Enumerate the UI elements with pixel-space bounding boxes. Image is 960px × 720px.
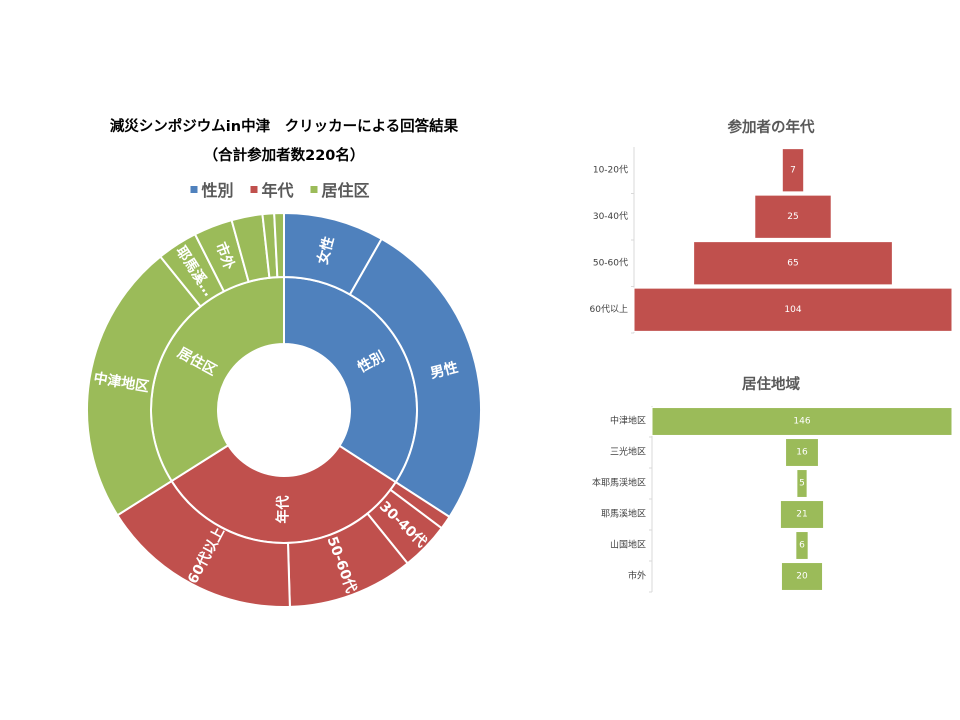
age-value-0: 7 (790, 165, 796, 175)
age-value-1: 25 (787, 212, 798, 222)
legend-swatch-1 (250, 186, 258, 193)
area-value-2: 5 (799, 479, 805, 489)
age-category-2: 50-60代 (593, 257, 628, 268)
area-bar-0 (651, 407, 953, 436)
area-bar-1 (785, 438, 819, 467)
age-bar-0 (781, 148, 805, 193)
area-value-4: 6 (799, 541, 805, 551)
area-category-1: 三光地区 (610, 446, 646, 458)
inner-label-1: 年代 (274, 495, 291, 523)
age-value-2: 65 (787, 258, 798, 268)
area-bar-5 (780, 562, 824, 591)
legend-label-2: 居住区 (322, 181, 370, 200)
sunburst-legend: 性別 年代 居住区 (190, 181, 370, 200)
age-category-1: 30-40代 (593, 211, 628, 222)
age-category-3: 60代以上 (590, 304, 628, 315)
age-bar-3 (633, 287, 953, 332)
area-value-0: 146 (793, 417, 810, 427)
legend-swatch-2 (310, 186, 318, 193)
sunburst-chart: 減災シンポジウムin中津 クリッカーによる回答結果 （合計参加者数220名） 性… (86, 117, 482, 608)
sunburst-rings (86, 211, 482, 608)
area-chart-title: 居住地域 (742, 375, 800, 393)
sunburst-title: 減災シンポジウムin中津 クリッカーによる回答結果 (110, 117, 459, 135)
area-category-3: 耶馬溪地区 (601, 508, 646, 520)
area-funnel-chart: 居住地域 146 中津地区 16 三光地区 5 本耶馬渓地区 21 耶馬溪地区 6 山国地区 20 市… (592, 375, 953, 593)
area-bar-4 (795, 531, 809, 560)
outer-segment-0-1 (348, 237, 482, 519)
legend-swatch-0 (190, 186, 198, 193)
age-chart-plot: 7 10-20代 25 30-40代 65 50-60代 104 60代以上 (590, 147, 953, 334)
age-funnel-chart: 参加者の年代 7 10-20代 25 30-40代 65 50-60代 104 60代以上 (590, 118, 953, 334)
legend-label-1: 年代 (262, 181, 294, 200)
area-value-3: 21 (796, 510, 807, 520)
outer-segment-2-5 (273, 211, 285, 279)
area-bar-3 (779, 500, 825, 529)
outer-label-0-0: 女性 (314, 235, 338, 266)
area-category-2: 本耶馬渓地区 (592, 477, 646, 489)
area-category-4: 山国地区 (610, 539, 646, 551)
age-category-0: 10-20代 (593, 164, 628, 175)
area-chart-plot: 146 中津地区 16 三光地区 5 本耶馬渓地区 21 耶馬溪地区 6 山国地区 20 市外 (592, 406, 953, 593)
area-category-0: 中津地区 (610, 415, 646, 427)
area-value-5: 20 (796, 572, 808, 582)
area-value-1: 16 (796, 448, 808, 458)
area-bar-2 (796, 469, 808, 498)
area-category-5: 市外 (628, 570, 646, 582)
outer-label-0-1: 男性 (429, 359, 460, 382)
legend-label-0: 性別 (202, 181, 234, 200)
sunburst-subtitle: （合計参加者数220名） (204, 146, 365, 164)
age-bar-1 (754, 194, 832, 239)
age-bar-2 (693, 241, 893, 286)
age-value-3: 104 (784, 305, 801, 315)
age-chart-title: 参加者の年代 (728, 118, 815, 136)
